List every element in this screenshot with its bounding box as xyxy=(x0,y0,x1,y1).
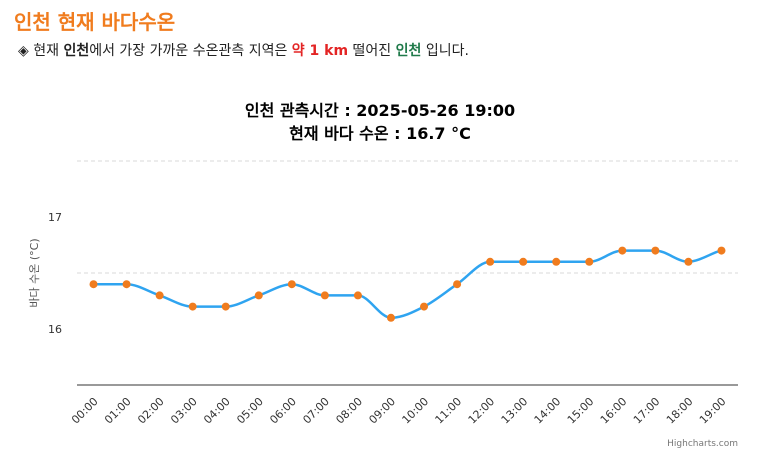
data-point[interactable] xyxy=(89,280,98,289)
data-point[interactable] xyxy=(122,280,131,289)
data-point[interactable] xyxy=(618,246,627,255)
x-tick-label: 17:00 xyxy=(631,395,663,427)
x-tick-label: 03:00 xyxy=(168,395,200,427)
x-tick-label: 01:00 xyxy=(102,395,134,427)
info-middle: 에서 가장 가까운 수온관측 지역은 xyxy=(89,43,288,59)
data-point[interactable] xyxy=(453,280,462,289)
x-tick-label: 18:00 xyxy=(664,395,696,427)
data-point[interactable] xyxy=(651,246,660,255)
data-point[interactable] xyxy=(420,302,429,311)
series-markers xyxy=(89,246,726,322)
y-tick-label: 17 xyxy=(48,211,62,224)
data-point[interactable] xyxy=(221,302,230,311)
station-name: 인천 xyxy=(395,43,422,59)
info-middle2: 떨어진 xyxy=(352,43,392,59)
data-point[interactable] xyxy=(254,291,263,300)
data-point[interactable] xyxy=(188,302,197,311)
series-line xyxy=(93,249,722,320)
x-axis: 00:00 01:00 02:00 03:00 04:00 05:00 06:00 07:00… xyxy=(69,384,738,427)
data-point[interactable] xyxy=(684,257,693,266)
x-tick-label: 16:00 xyxy=(598,395,630,427)
data-point[interactable] xyxy=(287,280,296,289)
data-point[interactable] xyxy=(155,291,164,300)
data-point[interactable] xyxy=(552,257,561,266)
data-point[interactable] xyxy=(519,257,528,266)
x-tick-label: 14:00 xyxy=(532,395,564,427)
station-info: ◈ 현재 인천에서 가장 가까운 수온관측 지역은 약 1 km 떨어진 인천 … xyxy=(18,40,469,60)
x-tick-label: 10:00 xyxy=(400,395,432,427)
x-tick-label: 07:00 xyxy=(300,395,332,427)
distance-value: 약 1 km xyxy=(291,43,349,59)
x-tick-label: 15:00 xyxy=(565,395,597,427)
x-tick-label: 06:00 xyxy=(267,395,299,427)
chart-credits[interactable]: Highcharts.com xyxy=(667,439,738,449)
data-point[interactable] xyxy=(353,291,362,300)
x-tick-label: 00:00 xyxy=(69,395,101,427)
y-axis-title: 바다 수온 (°C) xyxy=(28,238,41,307)
data-point[interactable] xyxy=(717,246,726,255)
x-tick-label: 05:00 xyxy=(234,395,266,427)
x-tick-label: 04:00 xyxy=(201,395,233,427)
grid-lines xyxy=(77,160,738,386)
page-title: 인천 현재 바다수온 xyxy=(14,10,176,34)
data-point[interactable] xyxy=(585,257,594,266)
x-tick-label: 08:00 xyxy=(333,395,365,427)
x-tick-label: 13:00 xyxy=(499,395,531,427)
x-tick-label: 02:00 xyxy=(135,395,167,427)
y-tick-label: 16 xyxy=(48,323,62,336)
current-location: 인천 xyxy=(63,43,90,59)
diamond-bullet-icon: ◈ xyxy=(18,43,29,59)
info-suffix: 입니다. xyxy=(425,43,469,59)
chart-title-observation-time: 인천 관측시간 : 2025-05-26 19:00 xyxy=(245,101,515,120)
data-point[interactable] xyxy=(320,291,329,300)
x-tick-label: 11:00 xyxy=(433,395,465,427)
data-point[interactable] xyxy=(486,257,495,266)
info-prefix: 현재 xyxy=(33,43,59,59)
x-tick-label: 09:00 xyxy=(366,395,398,427)
x-tick-label: 12:00 xyxy=(466,395,498,427)
data-point[interactable] xyxy=(386,313,395,322)
x-tick-label: 19:00 xyxy=(697,395,729,427)
chart-title-current-temp: 현재 바다 수온 : 16.7 °C xyxy=(289,124,471,143)
